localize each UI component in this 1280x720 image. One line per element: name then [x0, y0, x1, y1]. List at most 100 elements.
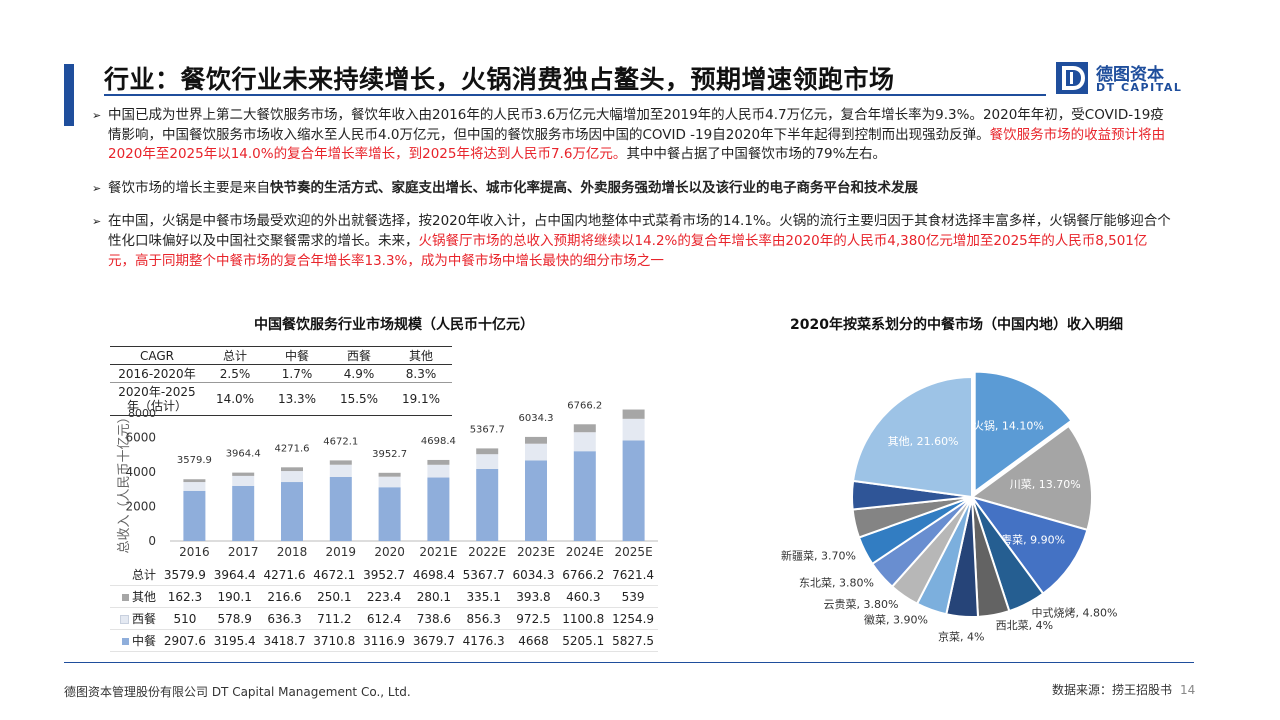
y-tick-label: 4000 — [125, 465, 156, 479]
bar-total-label: 6766.2 — [567, 400, 602, 411]
data-table-cell: 972.5 — [508, 607, 559, 630]
bar-total-label: 3579.9 — [177, 455, 212, 466]
footer-source-group: 数据来源：捞王招股书 14 — [1052, 681, 1195, 698]
data-table-row-label: 总计 — [110, 564, 160, 586]
bar-segment — [573, 432, 596, 452]
bullet-item: ➢ 中国已成为世界上第二大餐饮服务市场，餐饮年收入由2016年的人民币3.6万亿… — [92, 106, 1172, 165]
cagr-cell: 14.0% — [204, 382, 266, 416]
footer-source: 数据来源：捞王招股书 — [1052, 683, 1173, 697]
bar-segment — [573, 451, 596, 541]
cagr-table: CAGR 总计 中餐 西餐 其他 2016-2020年 2.5% 1.7% 4.… — [110, 346, 452, 416]
data-table-cell: 6766.2 — [558, 564, 609, 586]
pie-slice-label: 新疆菜, 3.70% — [781, 549, 856, 563]
bullet-list: ➢ 中国已成为世界上第二大餐饮服务市场，餐饮年收入由2016年的人民币3.6万亿… — [92, 106, 1172, 285]
bar-segment — [232, 475, 255, 486]
x-tick-label: 2023E — [517, 545, 555, 559]
bar-segment — [329, 460, 352, 465]
bar-segment — [232, 485, 255, 541]
bar-segment — [281, 467, 303, 472]
pie-slice-label: 粤菜, 9.90% — [1001, 532, 1065, 546]
data-table-cell: 856.3 — [458, 607, 509, 630]
data-table-row: 总计 3579.9 3964.4 4271.6 4672.1 3952.7 4698.4 53… — [110, 564, 658, 586]
bullet-item: ➢ 餐饮市场的增长主要是来自快节奏的生活方式、家庭支出增长、城市化率提高、外卖服… — [92, 179, 1172, 199]
bar-segment — [378, 487, 401, 541]
bar-segment — [329, 476, 352, 541]
data-table-row: 西餐 510 578.9 636.3 711.2 612.4 738.6 856.3 972.5… — [110, 607, 658, 630]
pie-slice-label: 川菜, 13.70% — [1010, 478, 1081, 491]
data-table-cell: 1100.8 — [558, 607, 609, 630]
data-table-cell: 4271.6 — [259, 564, 310, 586]
pie-slice-label: 京菜, 4% — [938, 630, 984, 644]
bar-total-label: 3964.4 — [226, 449, 261, 460]
legend-label: 其他 — [131, 590, 156, 604]
cagr-cell: 13.3% — [266, 382, 328, 416]
data-table-cell: 280.1 — [408, 585, 459, 608]
data-table-cell: 5827.5 — [608, 629, 658, 652]
cagr-cell: 8.3% — [405, 366, 437, 381]
data-table-cell: 3964.4 — [209, 564, 260, 586]
bar-total-label: 5367.7 — [470, 424, 505, 435]
bullet-text: 在中国，火锅是中餐市场最受欢迎的外出就餐选择，按2020年收入计，占中国内地整体… — [108, 213, 1171, 249]
data-table-row: 中餐 2907.6 3195.4 3418.7 3710.8 3116.9 3679.7 41… — [110, 629, 658, 652]
data-table-cell: 5367.7 — [458, 564, 509, 586]
x-tick-label: 2016 — [179, 545, 210, 559]
data-table-cell: 612.4 — [359, 607, 409, 630]
bar-segment — [525, 460, 547, 541]
bar-total-label: 3952.7 — [372, 449, 407, 460]
footer-company: 德图资本管理股份有限公司 DT Capital Management Co., … — [64, 685, 411, 699]
data-table-cell: 223.4 — [359, 585, 409, 608]
cagr-cell: 1.7% — [281, 366, 313, 381]
bar-segment — [183, 482, 206, 491]
bullet-highlight: 火锅餐厅市场的总收入预期将继续以14.2%的复合年增长率由2020年的人民币4,… — [108, 232, 1148, 269]
cagr-header-cell: 总计 — [204, 346, 266, 365]
logo-d-icon — [1056, 62, 1088, 94]
pie-chart: 火锅, 14.10% 川菜, 13.70% 粤菜, 9.90% 中式烧烤, 4.80%… — [781, 370, 1117, 644]
data-table-cell: 190.1 — [209, 585, 260, 608]
legend-label: 总计 — [131, 568, 156, 582]
bar-segment — [573, 424, 596, 433]
data-table-row-label: 西餐 — [110, 607, 160, 630]
data-table-row: 其他 162.3 190.1 216.6 250.1 223.4 280.1 335.1 393… — [110, 585, 658, 608]
pie-slice — [973, 370, 1073, 494]
cagr-cell: 4.9% — [343, 366, 375, 381]
data-table-cell: 460.3 — [558, 585, 609, 608]
bar-segment — [378, 472, 401, 477]
cagr-cell: 19.1% — [390, 382, 452, 416]
data-table-cell: 2907.6 — [160, 629, 210, 652]
title-underline — [104, 94, 1046, 96]
data-table-cell: 636.3 — [259, 607, 310, 630]
y-tick-label: 2000 — [125, 500, 156, 514]
bar-segment — [427, 477, 450, 541]
pie-slice-label: 东北菜, 3.80% — [799, 576, 874, 589]
bullet-text: 中国已成为世界上第二大餐饮服务市场，餐饮年收入由2016年的人民币3.6万亿元大… — [108, 107, 1164, 143]
pie-slice — [969, 495, 1089, 596]
data-table-cell: 3710.8 — [309, 629, 360, 652]
bar-segment — [622, 409, 645, 419]
data-table-cell: 3195.4 — [209, 629, 260, 652]
data-table-cell: 162.3 — [160, 585, 210, 608]
bullet-bold-text: 快节奏的生活方式、家庭支出增长、城市化率提高、外卖服务强劲增长以及该行业的电子商… — [270, 179, 918, 196]
cagr-cell: 2020年-2025年（估计） — [110, 382, 204, 416]
data-table-cell: 711.2 — [309, 607, 360, 630]
data-table-cell: 510 — [160, 607, 210, 630]
pie-slice-label: 西北菜, 4% — [996, 619, 1053, 632]
legend-swatch — [121, 594, 129, 601]
data-table-cell: 3579.9 — [160, 564, 210, 586]
bar-segment — [281, 482, 303, 541]
pie-slice-label: 徽菜, 3.90% — [864, 612, 928, 626]
x-tick-label: 2019 — [326, 545, 357, 559]
legend-label: 中餐 — [131, 634, 156, 648]
x-tick-label: 2018 — [277, 545, 308, 559]
bar-segment — [427, 459, 450, 465]
title-accent-bar — [64, 64, 74, 126]
x-tick-label: 2020 — [374, 545, 405, 559]
data-table-cell: 738.6 — [408, 607, 459, 630]
bar-segment — [525, 436, 547, 444]
bar-segment — [183, 479, 206, 483]
footer-divider — [64, 662, 1194, 663]
cagr-cell: 2.5% — [219, 366, 251, 381]
bar-total-label: 4698.4 — [421, 436, 456, 447]
cagr-header-cell: 西餐 — [328, 346, 390, 365]
bar-total-label: 6034.3 — [519, 413, 554, 424]
bar-chart-title: 中国餐饮服务行业市场规模（人民币十亿元） — [254, 317, 534, 333]
